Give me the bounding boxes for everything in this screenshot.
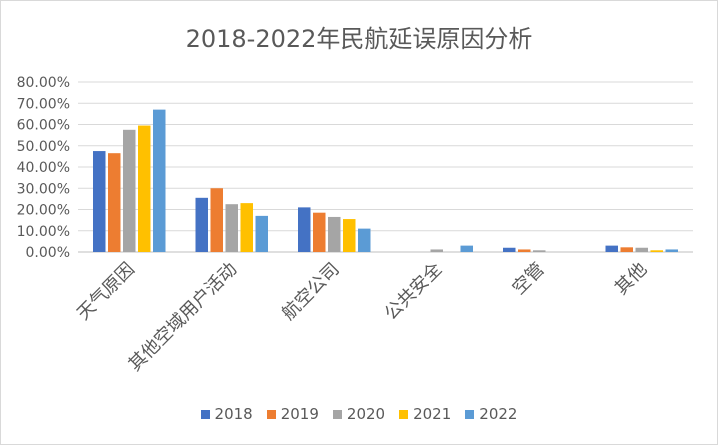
bar (313, 212, 326, 252)
bar (605, 245, 618, 252)
y-tick-label: 50.00% (17, 139, 70, 155)
legend-swatch (332, 409, 342, 419)
bar (650, 250, 663, 252)
y-tick-label: 60.00% (17, 118, 70, 134)
legend-swatch (399, 409, 409, 419)
bar (430, 249, 443, 252)
bar (533, 250, 546, 252)
legend-item: 2020 (332, 405, 386, 423)
legend-label: 2022 (479, 405, 518, 423)
bar (138, 125, 151, 252)
bar (93, 151, 106, 252)
bar (210, 188, 223, 252)
legend-label: 2018 (214, 405, 253, 423)
bar (503, 247, 516, 252)
chart-title: 2018-2022年民航延误原因分析 (185, 25, 533, 53)
y-tick-label: 80.00% (17, 75, 70, 91)
legend-item: 2022 (465, 405, 517, 423)
bar (123, 129, 136, 252)
bar (108, 153, 121, 252)
category-label: 其他空域用户活动 (125, 259, 242, 376)
legend-item: 2021 (399, 405, 451, 423)
legend-item: 2019 (266, 405, 319, 423)
category-label: 空管 (508, 259, 548, 299)
y-tick-label: 70.00% (17, 96, 70, 112)
bar (518, 249, 531, 252)
bar (298, 207, 311, 252)
bar (195, 197, 208, 252)
legend-label: 2021 (413, 405, 452, 423)
legend-label: 2019 (280, 405, 319, 423)
legend-label: 2020 (346, 405, 386, 423)
legend-swatch (200, 409, 210, 419)
legend-item: 2018 (200, 405, 253, 423)
bar (153, 109, 166, 252)
legend-swatch (465, 409, 475, 419)
legend-swatch (266, 409, 276, 419)
category-label: 其他 (611, 259, 651, 299)
category-label: 天气原因 (73, 259, 139, 325)
category-label: 公共安全 (381, 259, 447, 325)
y-tick-label: 20.00% (17, 203, 70, 219)
y-tick-label: 10.00% (17, 224, 70, 240)
y-tick-label: 30.00% (17, 181, 70, 197)
y-tick-label: 40.00% (17, 160, 70, 176)
bar (620, 247, 633, 252)
bar (635, 247, 648, 252)
bar (255, 215, 268, 252)
bar (328, 216, 341, 252)
bar (343, 219, 356, 252)
bar (240, 203, 253, 252)
bar (665, 249, 678, 252)
category-label: 航空公司 (278, 259, 344, 325)
bar (460, 245, 473, 252)
bar (225, 204, 238, 252)
legend: 2018 2019 2020 2021 2022 (1, 405, 717, 423)
y-tick-label: 0.00% (26, 245, 70, 261)
bar (358, 228, 371, 252)
